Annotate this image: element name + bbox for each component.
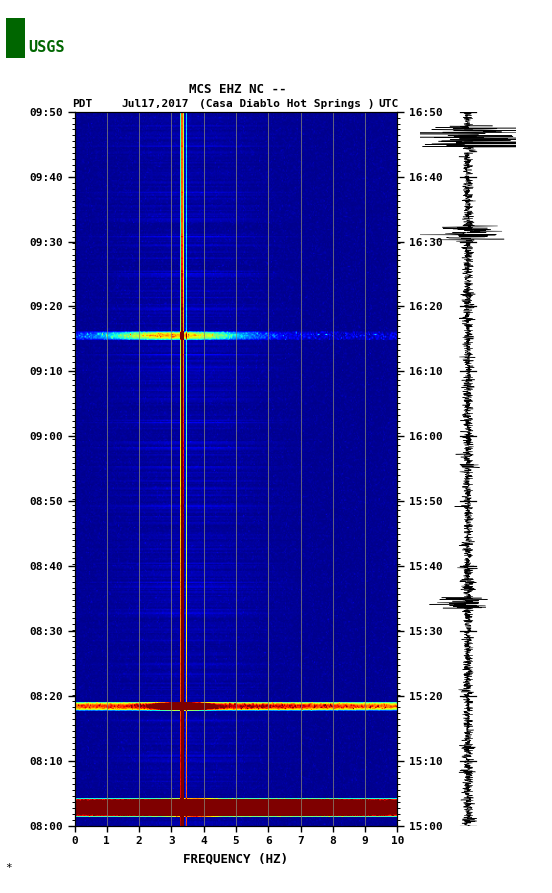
Text: PDT: PDT [72,99,92,109]
FancyBboxPatch shape [6,18,25,58]
Text: Jul17,2017: Jul17,2017 [121,99,189,109]
Text: MCS EHZ NC --: MCS EHZ NC -- [189,83,286,96]
Text: (Casa Diablo Hot Springs ): (Casa Diablo Hot Springs ) [199,99,374,109]
Text: USGS: USGS [29,40,65,55]
Text: UTC: UTC [378,99,399,109]
Text: *: * [6,863,12,872]
X-axis label: FREQUENCY (HZ): FREQUENCY (HZ) [183,852,289,865]
